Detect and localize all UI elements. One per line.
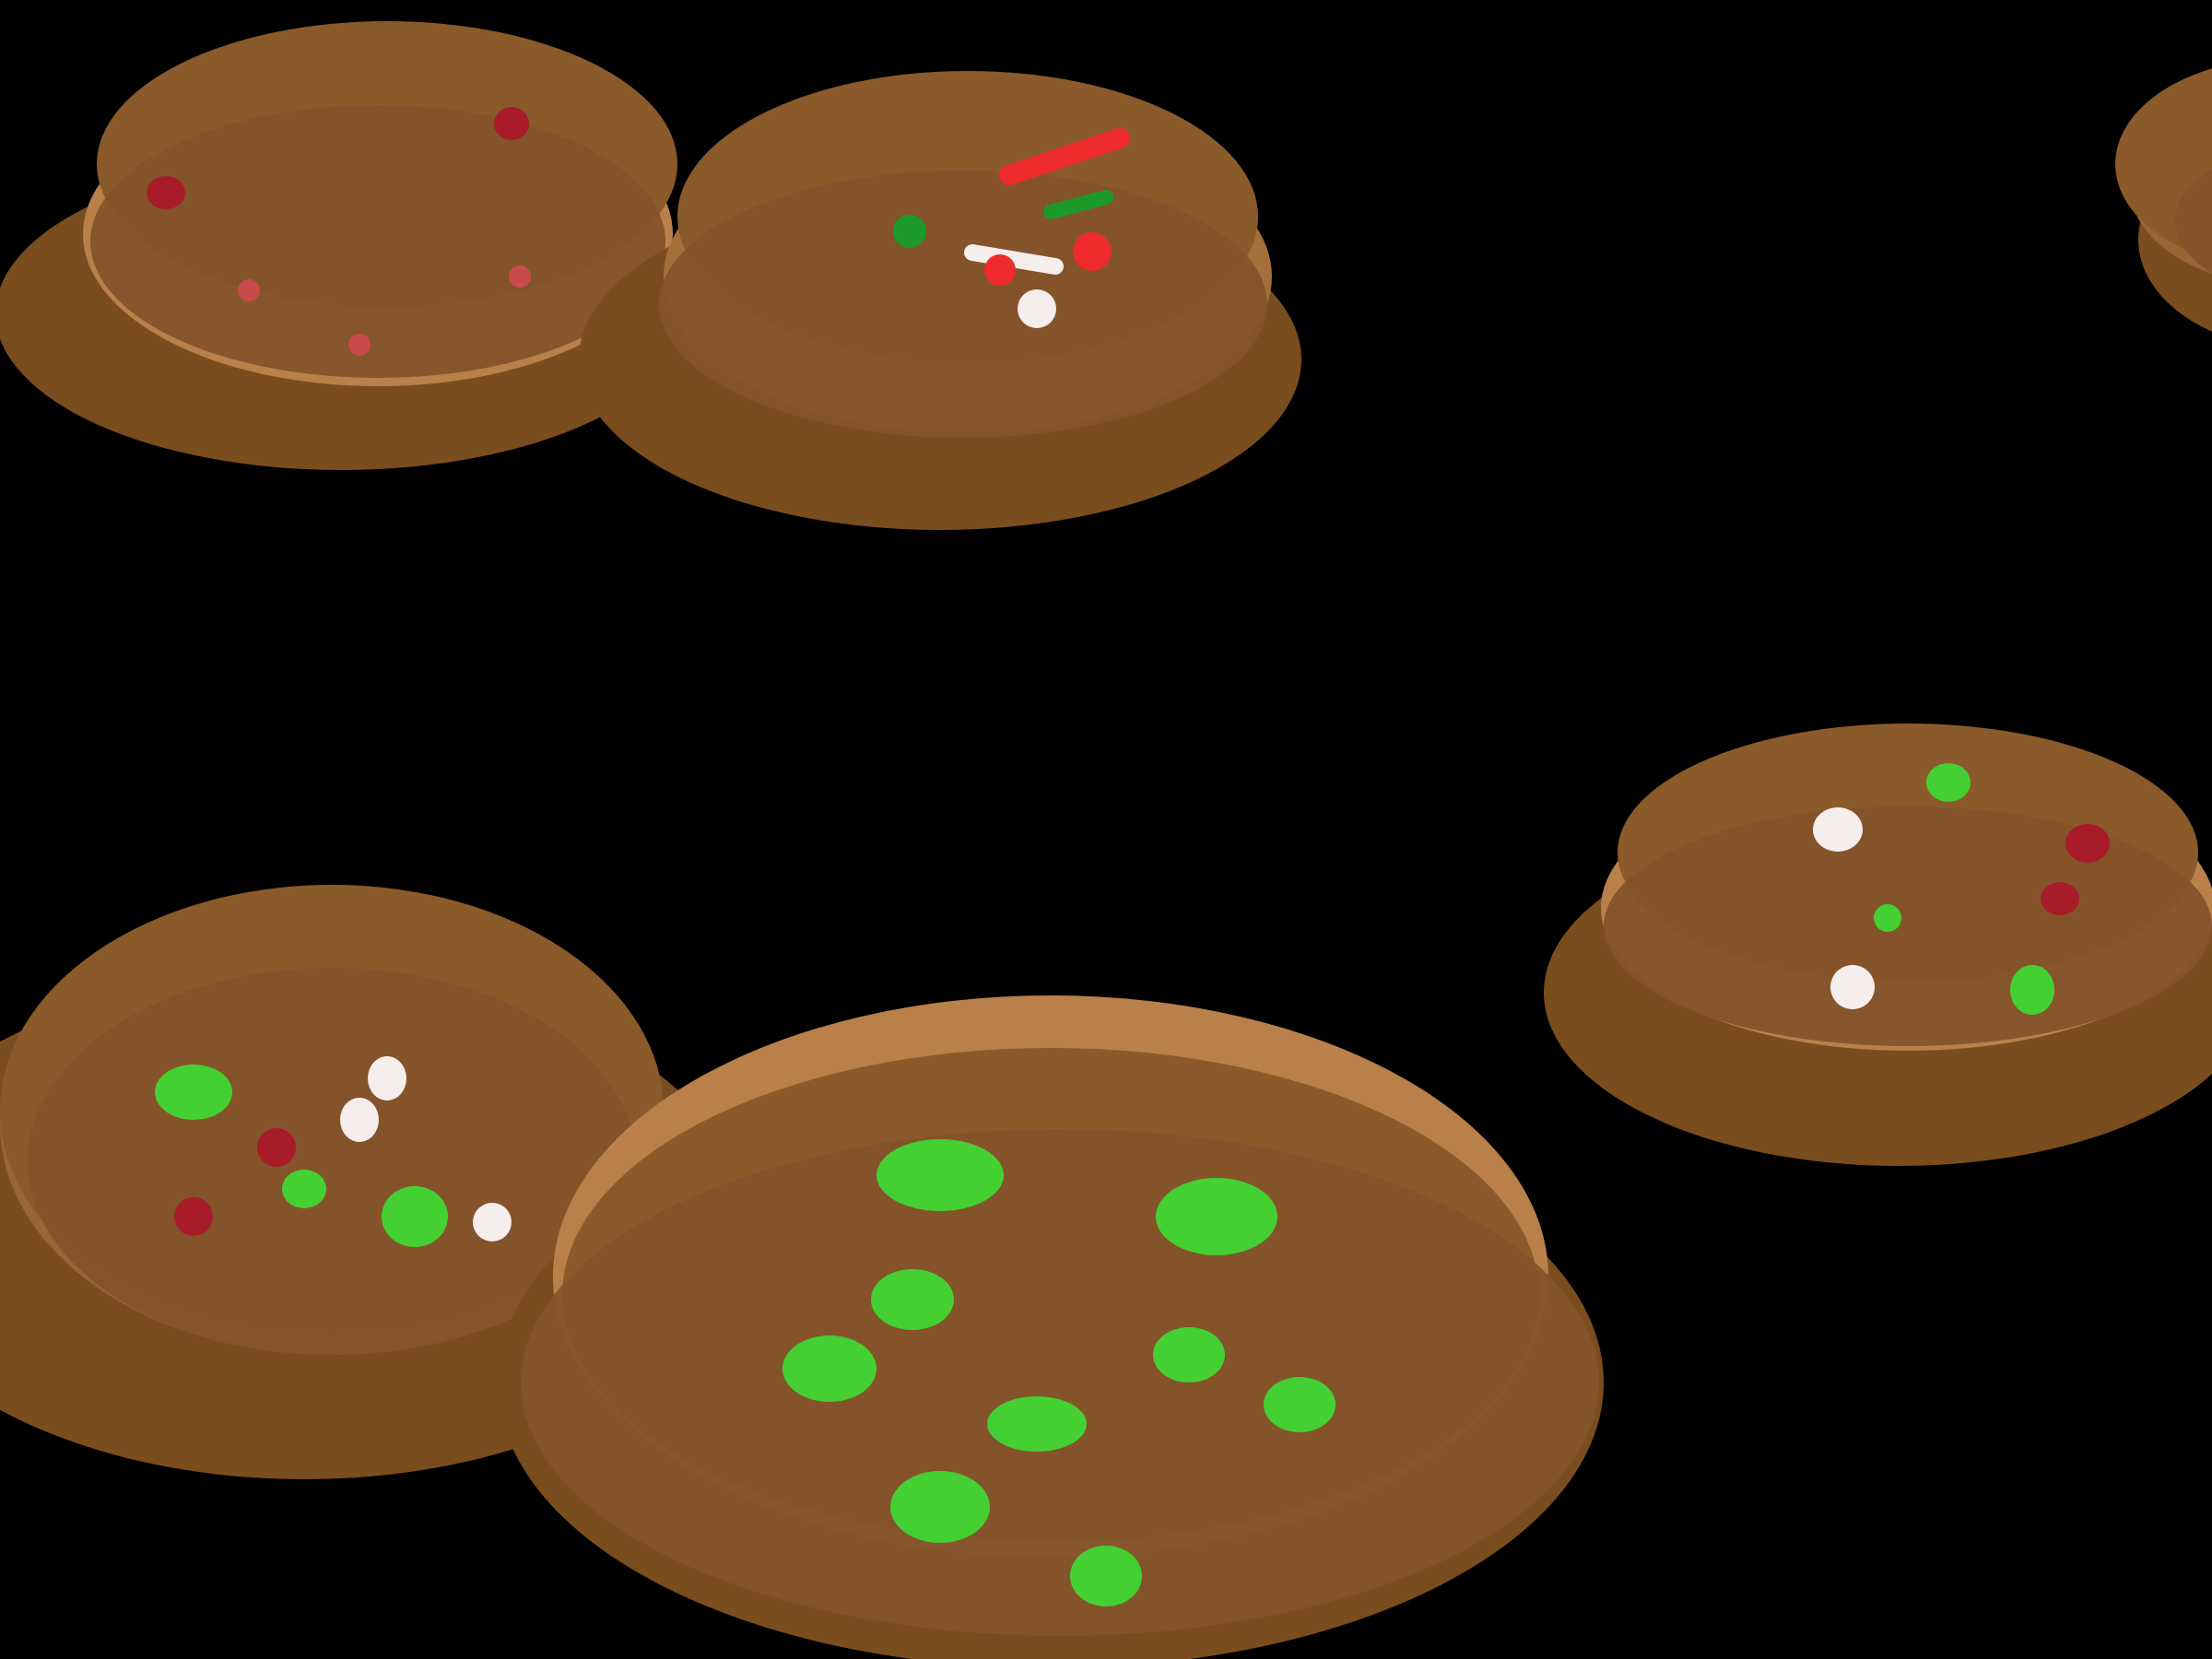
sprinkle-dot [368,1056,406,1100]
sprinkle-dot [1874,904,1901,932]
sprinkle-stick [999,128,1130,185]
sprinkle-dot [509,265,531,288]
sprinkle-dot [1813,807,1863,852]
sprinkle-stick [964,244,1064,275]
sprinkle-dot [494,107,529,140]
sprinkle-dot [1830,965,1875,1009]
cookie-top-center [579,71,1301,530]
sprinkle-dot [1073,232,1112,271]
sprinkle-dot [890,1471,990,1543]
cookie-face [521,1129,1599,1636]
cookie-face [90,105,665,378]
sprinkle-dot [2010,965,2054,1015]
cookie-bottom-left [0,885,747,1479]
cookie-right [1544,724,2212,1166]
sprinkle-dot [2065,824,2110,863]
sprinkle-dot [877,1139,1004,1211]
sprinkle-dot [147,176,185,209]
cookie-top-right-partial [2115,68,2212,332]
cookie-face [659,171,1267,438]
sprinkle-dot [382,1186,448,1247]
sprinkle-dot [871,1269,954,1330]
sprinkle-dot [2041,882,2079,915]
sprinkle-dot [238,279,260,301]
sprinkle-dot [340,1098,379,1142]
sprinkle-dot [1070,1546,1142,1606]
sprinkle-dot [1153,1327,1225,1382]
sprinkle-dot [1264,1377,1335,1432]
sprinkle-dot [782,1335,877,1402]
sprinkle-dot [987,1396,1087,1452]
sprinkle-dot [257,1128,296,1167]
cookie-face [1604,806,2212,1046]
cookie-face [2175,170,2212,273]
sprinkle-dot [1156,1178,1277,1255]
sprinkle-dot [1926,763,1971,802]
sprinkle-stick [1043,190,1113,219]
sprinkle-dot [155,1065,232,1120]
sprinkle-dot [174,1197,213,1236]
cookie-face [28,968,636,1355]
sprinkle-dot [348,334,371,356]
sprinkle-dot [984,254,1016,286]
sprinkle-dot [282,1170,326,1208]
sprinkle-dot [893,215,926,248]
cookie-top-left [0,21,687,470]
sprinkle-dot [1018,289,1056,328]
sprinkle-dot [473,1203,512,1241]
cookie-bottom-center [498,995,1604,1659]
